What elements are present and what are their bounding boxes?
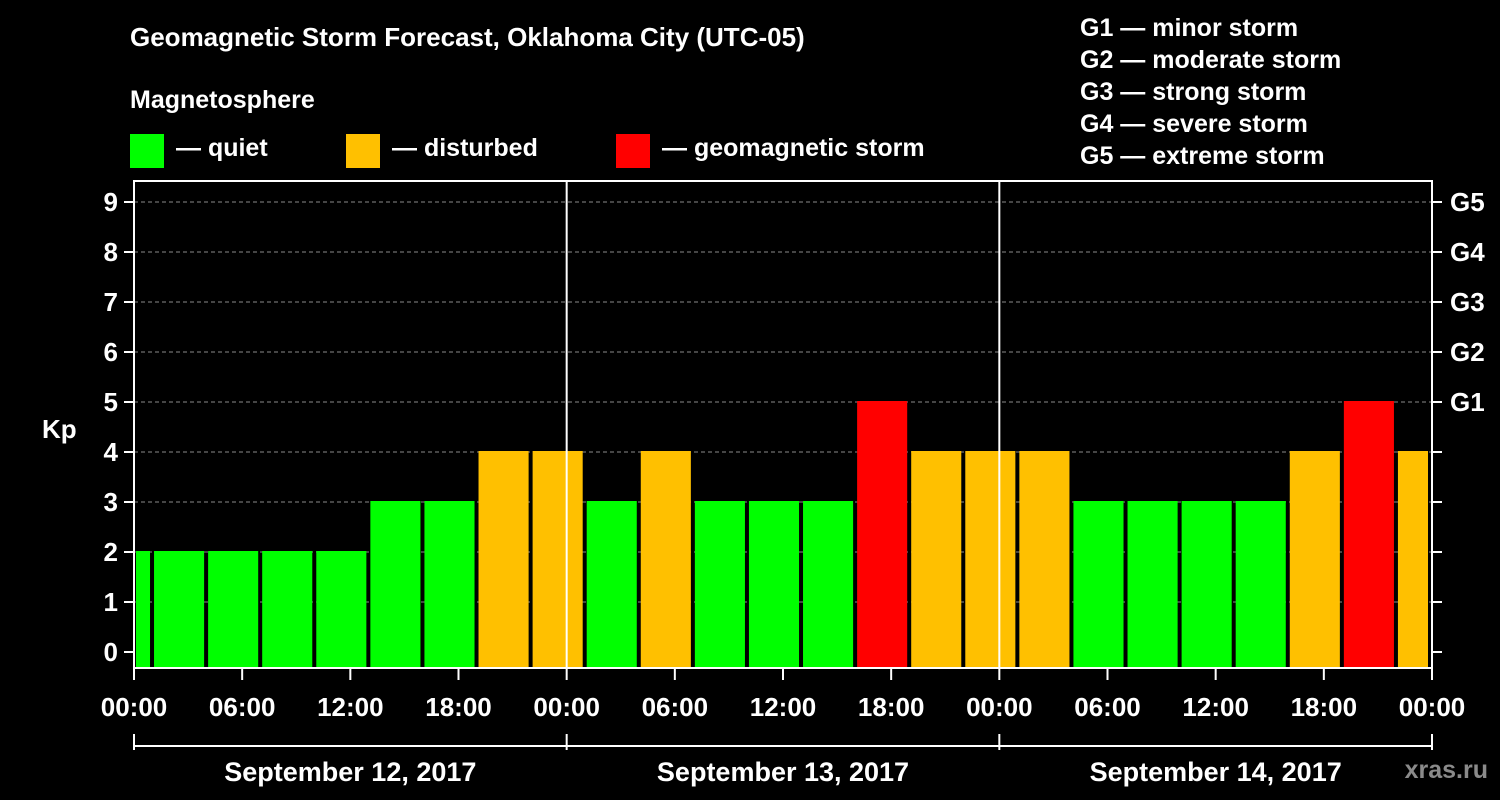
- g-scale-legend: G1 — minor storm G2 — moderate storm G3 …: [1080, 14, 1341, 174]
- kp-bar: [586, 501, 637, 668]
- kp-bar: [424, 501, 475, 668]
- g-scale-item-g1: G1 — minor storm: [1080, 14, 1299, 42]
- y-tick-label: 3: [104, 487, 118, 517]
- x-tick-label: 18:00: [1291, 692, 1358, 722]
- y-axis-label: Kp: [42, 414, 77, 444]
- y-tick-label: 9: [104, 187, 118, 217]
- y-tick-label: 1: [104, 587, 118, 617]
- g-scale-item-g5: G5 — extreme storm: [1080, 142, 1325, 170]
- legend-label-storm: — geomagnetic storm: [662, 134, 925, 162]
- kp-bar: [803, 501, 854, 668]
- kp-bar: [911, 451, 962, 668]
- kp-bar: [1289, 451, 1340, 668]
- legend-title: Magnetosphere: [130, 86, 315, 114]
- x-tick-label: 12:00: [750, 692, 817, 722]
- x-tick-label: 00:00: [533, 692, 600, 722]
- kp-bar: [694, 501, 745, 668]
- kp-bar: [478, 451, 529, 668]
- x-tick-label: 18:00: [858, 692, 925, 722]
- g-scale-item-g2: G2 — moderate storm: [1080, 46, 1342, 74]
- kp-bar: [1073, 501, 1124, 668]
- y-tick-label: 2: [104, 537, 118, 567]
- g-axis-label: G1: [1450, 387, 1485, 417]
- kp-bar: [965, 451, 1016, 668]
- kp-bar: [136, 551, 151, 668]
- x-tick-label: 00:00: [1399, 692, 1466, 722]
- g-axis-label: G2: [1450, 337, 1485, 367]
- y-tick-label: 4: [104, 437, 119, 467]
- kp-bar: [640, 451, 691, 668]
- x-tick-label: 18:00: [425, 692, 492, 722]
- y-tick-label: 7: [104, 287, 118, 317]
- x-tick-label: 00:00: [101, 692, 168, 722]
- kp-bar: [1343, 401, 1394, 668]
- kp-bar: [262, 551, 313, 668]
- y-tick-label: 0: [104, 637, 118, 667]
- kp-bar: [370, 501, 421, 668]
- y-tick-label: 8: [104, 237, 118, 267]
- g-scale-item-g4: G4 — severe storm: [1080, 110, 1308, 138]
- kp-bar: [1181, 501, 1232, 668]
- g-scale-item-g3: G3 — strong storm: [1080, 78, 1307, 106]
- day-label: September 13, 2017: [657, 757, 909, 787]
- legend-label-quiet: — quiet: [176, 134, 268, 162]
- watermark: xras.ru: [1404, 756, 1488, 784]
- x-tick-label: 06:00: [209, 692, 276, 722]
- kp-bar: [154, 551, 205, 668]
- g-axis-label: G5: [1450, 187, 1485, 217]
- kp-bar: [532, 451, 583, 668]
- x-tick-label: 06:00: [1074, 692, 1141, 722]
- legend-swatch-disturbed: [346, 134, 380, 168]
- kp-bar: [857, 401, 908, 668]
- x-tick-label: 06:00: [642, 692, 709, 722]
- kp-bar: [316, 551, 367, 668]
- day-label: September 12, 2017: [224, 757, 476, 787]
- kp-bar: [1235, 501, 1286, 668]
- day-label: September 14, 2017: [1090, 757, 1342, 787]
- y-tick-label: 6: [104, 337, 118, 367]
- kp-bar: [748, 501, 800, 668]
- kp-bar: [1397, 451, 1428, 668]
- x-tick-label: 00:00: [966, 692, 1033, 722]
- legend-label-disturbed: — disturbed: [392, 134, 538, 162]
- kp-bar: [208, 551, 259, 668]
- g-axis-label: G3: [1450, 287, 1485, 317]
- x-tick-label: 12:00: [1182, 692, 1249, 722]
- kp-bar: [1019, 451, 1070, 668]
- chart-title: Geomagnetic Storm Forecast, Oklahoma Cit…: [130, 22, 805, 52]
- y-tick-label: 5: [104, 387, 118, 417]
- kp-bar: [1127, 501, 1178, 668]
- legend-swatch-storm: [616, 134, 650, 168]
- x-tick-label: 12:00: [317, 692, 384, 722]
- legend-swatch-quiet: [130, 134, 164, 168]
- g-axis-label: G4: [1450, 237, 1485, 267]
